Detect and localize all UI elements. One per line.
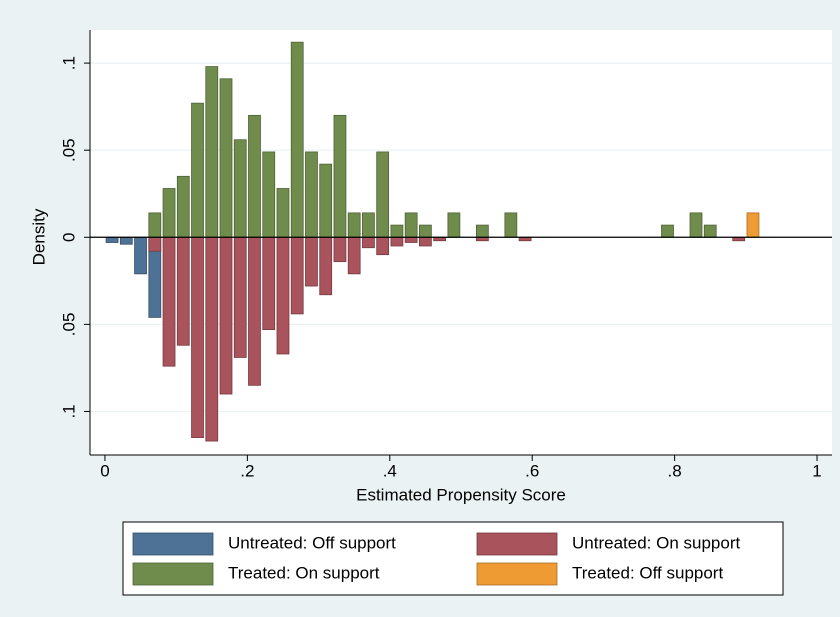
y-axis-title: Density: [29, 208, 48, 265]
legend-box: [122, 521, 784, 596]
bar: [219, 78, 233, 238]
bar: [248, 236, 261, 386]
legend-swatch: [132, 532, 214, 556]
x-axis-title: Estimated Propensity Score: [356, 485, 566, 504]
bar: [376, 236, 390, 256]
bar: [119, 236, 133, 245]
bar: [305, 236, 318, 287]
bar: [205, 66, 219, 238]
bar: [191, 102, 204, 238]
legend-swatch: [132, 562, 214, 586]
x-tick-label: .2: [240, 461, 254, 480]
bar: [746, 212, 760, 238]
y-tick-label: .05: [59, 138, 78, 162]
bar: [262, 236, 276, 330]
bar: [390, 236, 404, 247]
bar: [176, 236, 190, 346]
bar: [362, 236, 375, 249]
bar: [703, 224, 717, 238]
bar: [419, 236, 432, 247]
bar: [376, 151, 390, 238]
legend-swatch: [476, 562, 558, 586]
bar: [176, 175, 190, 238]
bar: [205, 236, 219, 442]
bar: [689, 212, 703, 238]
legend-swatch: [476, 532, 558, 556]
bar: [390, 224, 404, 238]
y-tick-label: .05: [59, 313, 78, 337]
x-tick-label: .6: [525, 461, 539, 480]
bar: [319, 163, 333, 238]
bar: [134, 236, 147, 275]
axes: .1 .05 0 .05 .1 0 .2 .4 .6 .8 1: [59, 30, 832, 480]
bar: [262, 151, 276, 238]
legend: Untreated: Off support Untreated: On supp…: [132, 532, 740, 586]
bar: [248, 114, 261, 238]
legend-label: Untreated: On support: [572, 533, 740, 552]
bar: [347, 212, 361, 238]
bar: [276, 188, 290, 238]
legend-label: Untreated: Off support: [228, 533, 396, 552]
bar: [362, 212, 375, 238]
bar: [148, 236, 162, 252]
bar: [333, 114, 347, 238]
bar: [319, 236, 333, 296]
y-tick-label: .1: [59, 404, 78, 418]
bar: [475, 224, 489, 238]
bar: [162, 236, 176, 367]
legend-label: Treated: On support: [228, 563, 380, 582]
bar: [162, 188, 176, 238]
bar: [333, 236, 347, 263]
bar: [404, 212, 418, 238]
bar: [276, 236, 290, 355]
bar: [105, 236, 119, 243]
bar: [191, 236, 204, 438]
bar: [148, 212, 162, 238]
bar: [290, 41, 304, 238]
bar: [233, 236, 247, 358]
bar: [661, 224, 674, 238]
bars: [90, 41, 832, 442]
y-tick-label: 0: [59, 233, 78, 242]
x-tick-label: 1: [812, 461, 821, 480]
bar: [419, 224, 432, 238]
x-tick-label: .4: [383, 461, 397, 480]
x-tick-label: 0: [100, 461, 109, 480]
legend-label: Treated: Off support: [572, 563, 723, 582]
x-tick-label: .8: [668, 461, 682, 480]
bar: [233, 139, 247, 238]
bar: [404, 236, 418, 243]
bar: [305, 151, 318, 238]
bar: [347, 236, 361, 275]
bar: [447, 212, 461, 238]
bar: [219, 236, 233, 395]
y-tick-label: .1: [59, 56, 78, 70]
bar: [290, 236, 304, 315]
bar: [504, 212, 518, 238]
